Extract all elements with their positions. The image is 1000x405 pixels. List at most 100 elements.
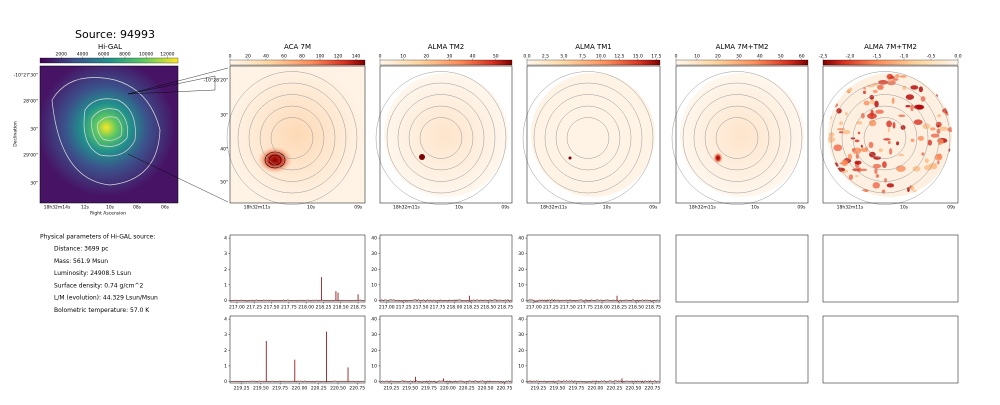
y-tick-label: 10 xyxy=(371,363,377,369)
contour xyxy=(397,94,485,182)
x-tick-label: 220.75 xyxy=(349,386,365,392)
x-tick-label: 219.50 xyxy=(253,386,269,392)
aca-image xyxy=(230,66,365,203)
colorbar-tick-label: 4000 xyxy=(77,52,89,58)
colorbar-tick-label: 2000 xyxy=(56,52,68,58)
x-tick-label: 217.00 xyxy=(379,305,395,311)
panel-title: ACA 7M xyxy=(284,43,311,51)
figure-title: Source: 94993 xyxy=(75,28,155,41)
higal-image xyxy=(40,66,178,203)
noise-blob xyxy=(854,139,860,143)
contour xyxy=(704,105,770,171)
colorbar-tick-label: -2.0 xyxy=(846,54,855,60)
x-tick-label: 218.75 xyxy=(497,305,513,311)
noise-blob xyxy=(889,148,893,155)
y-tick-label: 10 xyxy=(371,282,377,288)
x-tick-label: 220.50 xyxy=(478,386,494,392)
gray-contours xyxy=(226,71,951,205)
x-tick-label: 219.75 xyxy=(569,386,585,392)
colorbar xyxy=(822,59,959,66)
noise-blob xyxy=(899,75,907,78)
noise-blob xyxy=(886,120,892,128)
y-tick-label: 1 xyxy=(224,363,227,369)
noise-blob xyxy=(924,158,929,164)
y-tick-label: 2 xyxy=(224,348,227,354)
noise-blob xyxy=(878,148,883,153)
noise-blob xyxy=(898,114,906,118)
noise-blob xyxy=(844,111,848,116)
noise-blob xyxy=(918,86,923,93)
noise-blob xyxy=(854,160,862,165)
x-tick-label: 218.25 xyxy=(611,305,627,311)
colorbar-tick-label: -2.5 xyxy=(819,54,828,60)
colorbar-tick-label: 8000 xyxy=(119,52,131,58)
noise-blob xyxy=(872,163,882,169)
y-tick-label: 29'00" xyxy=(23,153,38,159)
y-tick-label: -10°27'30" xyxy=(14,73,38,79)
x-tick-label: 10s xyxy=(900,205,909,211)
x-tick-label: 09s xyxy=(649,205,658,211)
colorbar-tick-label: 60 xyxy=(799,54,805,60)
y-tick-label: 30 xyxy=(518,251,524,257)
noise-blob xyxy=(908,73,911,76)
noise-blob xyxy=(892,122,896,129)
x-tick-label: 217.50 xyxy=(413,305,429,311)
y-tick-label: 20 xyxy=(371,267,377,273)
colorbar-tick-label: 100 xyxy=(316,54,325,60)
y-tick-label: 30 xyxy=(371,251,377,257)
colorbar-tick-label: 40 xyxy=(757,54,763,60)
noise-blob xyxy=(946,73,952,77)
noise-blob xyxy=(832,102,839,108)
tm1-source xyxy=(568,156,572,160)
colorbar-tick-label: 30 xyxy=(447,54,453,60)
param-line: Surface density: 0.74 g/cm^2 xyxy=(54,282,144,289)
tm1-image xyxy=(531,73,655,197)
noise-blob xyxy=(936,90,939,97)
tm2-source xyxy=(419,154,425,160)
colorbar-tick-label: 20 xyxy=(245,54,251,60)
x-tick-label: 09s xyxy=(501,205,510,211)
frames xyxy=(39,65,959,384)
noise-blob xyxy=(924,164,933,171)
noise-blob xyxy=(947,127,952,133)
params-heading: Physical parameters of Hi-GAL source: xyxy=(40,234,155,241)
y-tick-label: 20 xyxy=(371,348,377,354)
param-line: L/M (evolution): 44.329 Lsun/Msun xyxy=(54,295,158,302)
x-tick-label: 10s xyxy=(751,205,760,211)
colorbar-tick-label: 2.5 xyxy=(542,54,549,60)
contour xyxy=(693,94,781,182)
x-tick-label: 219.50 xyxy=(402,386,418,392)
noise-blob xyxy=(860,144,863,148)
noise-blob xyxy=(914,73,919,76)
colorbar-tick-label: 140 xyxy=(352,54,361,60)
noise-blob xyxy=(870,98,875,105)
y-tick-label: 1 xyxy=(224,282,227,288)
colorbar-tick-label: 10 xyxy=(694,54,700,60)
x-axis-label: Right Ascension xyxy=(90,211,126,217)
noise-blob xyxy=(852,168,860,172)
contour xyxy=(248,94,336,182)
aca-source xyxy=(257,146,293,174)
noise-blob xyxy=(830,166,837,170)
noise-blob xyxy=(887,140,891,145)
noise-blob xyxy=(895,74,900,78)
param-line: Distance: 3699 pc xyxy=(54,246,108,253)
noise-blob xyxy=(912,166,921,172)
noise-blob xyxy=(828,109,831,116)
noise-blob xyxy=(828,132,835,137)
contour xyxy=(830,82,940,194)
colorbar-tick-label: 20 xyxy=(715,54,721,60)
x-tick-label: 217.75 xyxy=(281,305,297,311)
y-tick-label: 20 xyxy=(518,267,524,273)
colorbar-tick-label: 0.0 xyxy=(954,54,961,60)
colorbar-tick-label: 30 xyxy=(736,54,742,60)
y-tick-label: 28'00" xyxy=(23,99,38,105)
colorbar-tick-label: 10.0 xyxy=(596,54,606,60)
y-tick-label: 50" xyxy=(220,180,228,186)
x-tick-label: 10s xyxy=(307,205,316,211)
contour xyxy=(715,117,759,159)
y-tick-label: 40 xyxy=(371,236,377,242)
noise-blob xyxy=(855,153,860,159)
noise-blob xyxy=(930,133,940,138)
